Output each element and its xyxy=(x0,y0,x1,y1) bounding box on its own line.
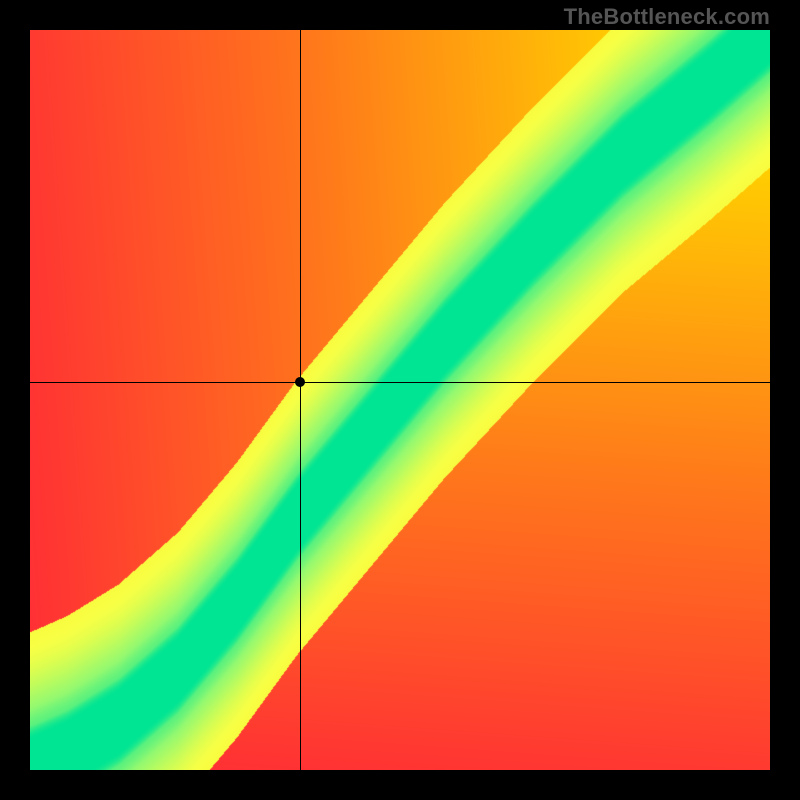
heatmap-canvas xyxy=(30,30,770,770)
crosshair-vertical xyxy=(300,30,301,770)
crosshair-marker xyxy=(295,377,305,387)
crosshair-horizontal xyxy=(30,382,770,383)
watermark-text: TheBottleneck.com xyxy=(564,4,770,30)
heatmap-plot xyxy=(30,30,770,770)
chart-frame: TheBottleneck.com xyxy=(0,0,800,800)
